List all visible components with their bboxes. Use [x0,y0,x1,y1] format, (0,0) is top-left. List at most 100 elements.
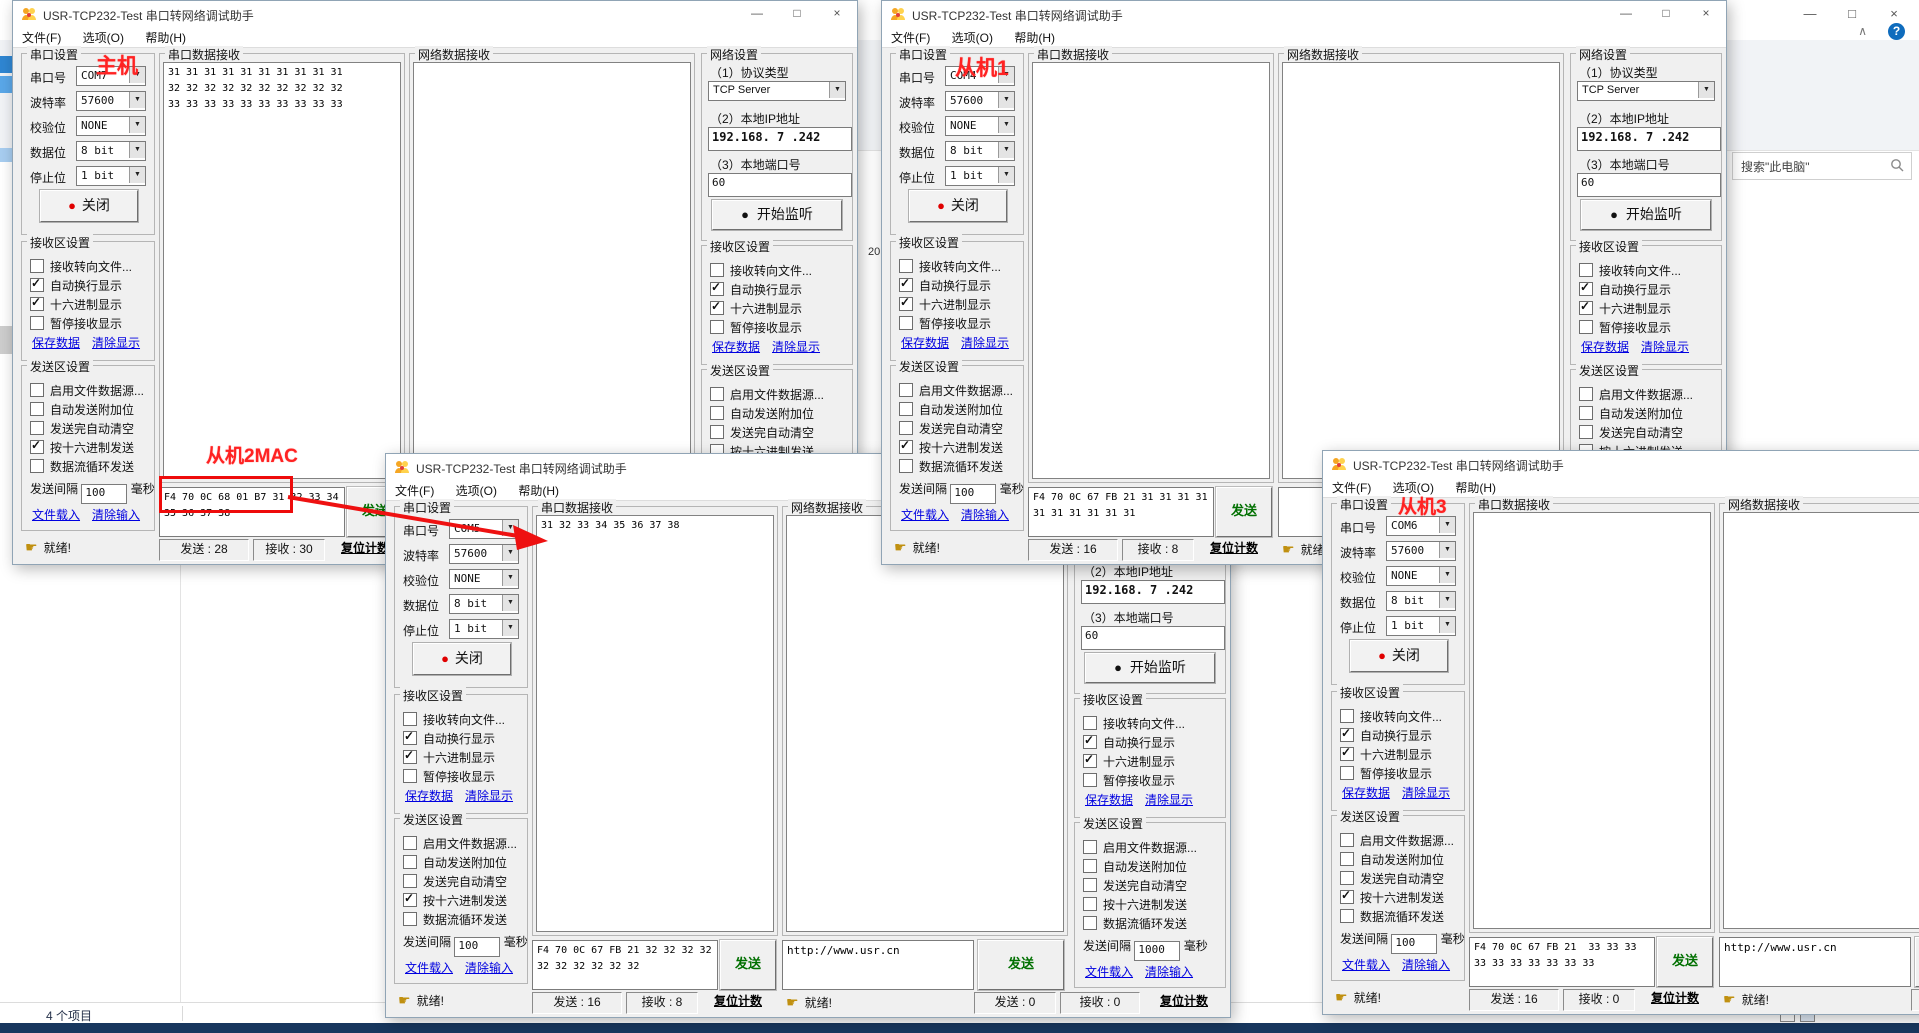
com-port-select[interactable]: COM7 ▼ [76,66,146,86]
network-send-input[interactable]: http://www.usr.cn [782,940,974,990]
explorer-maximize-button[interactable]: □ [1848,6,1856,21]
recv-to-file-checkbox[interactable]: ✓ [1083,716,1097,730]
clear-input-link[interactable]: 清除输入 [1402,958,1451,972]
file-source-checkbox[interactable]: ✓ [403,836,417,850]
clear-display-link[interactable]: 清除显示 [1402,786,1451,800]
start-listen-button[interactable]: ● 开始监听 [712,200,842,230]
save-data-link[interactable]: 保存数据 [32,336,81,350]
chevron-down-icon[interactable]: ▼ [129,92,145,108]
data-bits-select[interactable]: 8 bit ▼ [945,141,1015,161]
auto-send-extra-checkbox[interactable]: ✓ [1083,859,1097,873]
load-file-link[interactable]: 文件载入 [32,508,81,522]
auto-newline-checkbox[interactable]: ✓ [1083,733,1097,749]
chevron-down-icon[interactable]: ▼ [129,167,145,183]
chevron-down-icon[interactable]: ▼ [129,142,145,158]
nav-pane-icon[interactable] [0,148,12,162]
interval-input[interactable]: 100 [454,937,501,957]
com-port-select[interactable]: COM6 ▼ [1386,516,1456,536]
chevron-down-icon[interactable]: ▼ [998,92,1014,108]
serial-receive-area[interactable]: 31 31 31 31 31 31 31 31 31 31 32 32 32 3… [163,62,401,479]
chevron-down-icon[interactable]: ▼ [1439,617,1455,633]
menu-help[interactable]: 帮助(H) [1455,481,1497,495]
menu-options[interactable]: 选项(O) [1392,481,1434,495]
pause-recv-checkbox[interactable]: ✓ [403,769,417,783]
clear-display-link[interactable]: 清除显示 [1145,793,1194,807]
local-port-input[interactable]: 60 [1081,626,1225,650]
serial-receive-area[interactable] [1032,62,1270,479]
auto-newline-checkbox[interactable]: ✓ [30,276,44,292]
menu-file[interactable]: 文件(F) [1332,481,1372,495]
hex-send-checkbox[interactable]: ✓ [403,891,417,907]
recv-to-file-checkbox[interactable]: ✓ [710,263,724,277]
auto-send-extra-checkbox[interactable]: ✓ [899,402,913,416]
hex-display-checkbox[interactable]: ✓ [30,295,44,311]
serial-reset-count-button[interactable]: 复位计数 [713,994,762,1008]
clear-after-send-checkbox[interactable]: ✓ [1340,871,1354,885]
file-source-checkbox[interactable]: ✓ [30,383,44,397]
protocol-select[interactable]: TCP Server▼ [1577,81,1715,101]
close-button[interactable]: × [833,6,841,20]
clear-display-link[interactable]: 清除显示 [92,336,141,350]
auto-newline-checkbox[interactable]: ✓ [403,729,417,745]
local-port-input[interactable]: 60 [708,173,852,197]
local-ip-input[interactable]: 192.168. 7 .242 [1577,127,1721,151]
auto-send-extra-checkbox[interactable]: ✓ [710,406,724,420]
menu-file[interactable]: 文件(F) [395,484,435,498]
stop-bits-select[interactable]: 1 bit ▼ [449,619,519,639]
stop-bits-select[interactable]: 1 bit ▼ [76,166,146,186]
hex-display-checkbox[interactable]: ✓ [1579,299,1593,315]
chevron-down-icon[interactable]: ▼ [998,142,1014,158]
hex-send-checkbox[interactable]: ✓ [899,438,913,454]
clear-after-send-checkbox[interactable]: ✓ [899,421,913,435]
local-ip-input[interactable]: 192.168. 7 .242 [708,127,852,151]
baud-rate-select[interactable]: 57600 ▼ [1386,541,1456,561]
search-input[interactable]: 搜索"此电脑" [1732,152,1912,180]
save-data-link[interactable]: 保存数据 [712,340,761,354]
menu-file[interactable]: 文件(F) [891,31,931,45]
file-source-checkbox[interactable]: ✓ [1579,387,1593,401]
baud-rate-select[interactable]: 57600 ▼ [449,544,519,564]
pause-recv-checkbox[interactable]: ✓ [1579,320,1593,334]
clear-input-link[interactable]: 清除输入 [1145,965,1194,979]
protocol-select[interactable]: TCP Server▼ [708,81,846,101]
interval-input[interactable]: 100 [950,484,997,504]
network-receive-area[interactable] [1282,62,1560,479]
save-data-link[interactable]: 保存数据 [1342,786,1391,800]
interval-input[interactable]: 100 [1391,934,1438,954]
maximize-button[interactable]: □ [1662,6,1670,20]
loop-send-checkbox[interactable]: ✓ [30,459,44,473]
hex-send-checkbox[interactable]: ✓ [1340,888,1354,904]
chevron-down-icon[interactable]: ▼ [502,520,518,536]
auto-send-extra-checkbox[interactable]: ✓ [30,402,44,416]
chevron-down-icon[interactable]: ▼ [998,67,1014,83]
pause-recv-checkbox[interactable]: ✓ [710,320,724,334]
stop-bits-select[interactable]: 1 bit ▼ [1386,616,1456,636]
minimize-button[interactable]: — [1620,6,1632,20]
pause-recv-checkbox[interactable]: ✓ [899,316,913,330]
serial-send-input[interactable]: F4 70 0C 67 FB 21 32 32 32 32 32 32 32 3… [532,940,718,990]
clear-after-send-checkbox[interactable]: ✓ [1579,425,1593,439]
hex-send-checkbox[interactable]: ✓ [30,438,44,454]
network-send-button[interactable]: 发送 [978,940,1064,990]
loop-send-checkbox[interactable]: ✓ [1340,909,1354,923]
serial-receive-area[interactable]: 31 32 33 34 35 36 37 38 [536,515,774,932]
hex-send-checkbox[interactable]: ✓ [1083,897,1097,911]
chevron-down-icon[interactable]: ▼ [1439,567,1455,583]
file-source-checkbox[interactable]: ✓ [710,387,724,401]
recv-to-file-checkbox[interactable]: ✓ [30,259,44,273]
menu-help[interactable]: 帮助(H) [1014,31,1056,45]
parity-select[interactable]: NONE ▼ [945,116,1015,136]
network-send-input[interactable]: http://www.usr.cn [1719,937,1911,987]
close-port-button[interactable]: ● 关闭 [1350,640,1448,672]
chevron-down-icon[interactable]: ▼ [502,595,518,611]
chevron-down-icon[interactable]: ▼ [829,82,845,98]
auto-newline-checkbox[interactable]: ✓ [1340,726,1354,742]
menu-file[interactable]: 文件(F) [22,31,62,45]
auto-newline-checkbox[interactable]: ✓ [1579,280,1593,296]
loop-send-checkbox[interactable]: ✓ [1083,916,1097,930]
clear-input-link[interactable]: 清除输入 [465,961,514,975]
file-source-checkbox[interactable]: ✓ [899,383,913,397]
clear-display-link[interactable]: 清除显示 [772,340,821,354]
local-ip-input[interactable]: 192.168. 7 .242 [1081,580,1225,604]
nav-pane-icon[interactable] [0,76,12,93]
